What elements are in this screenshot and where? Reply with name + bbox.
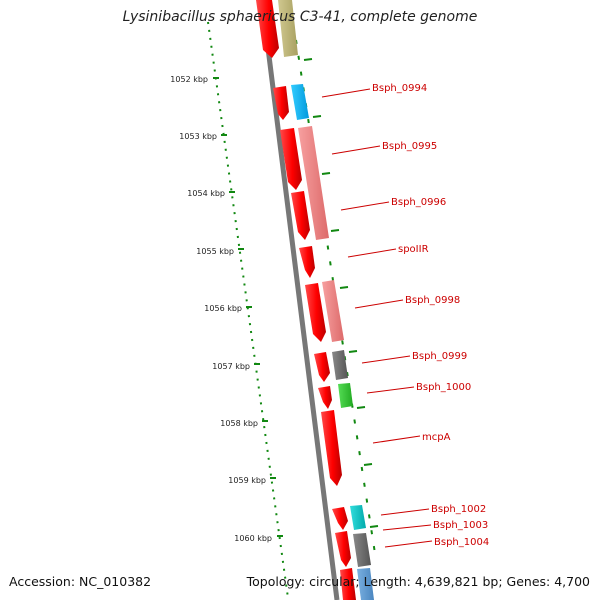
gene-label[interactable]: Bsph_0998 [405,295,460,306]
gene-arrow[interactable] [335,531,351,567]
genome-summary: Topology: circular; Length: 4,639,821 bp… [246,574,590,589]
gene-arrow[interactable] [321,410,342,486]
gene-arrow[interactable] [273,86,289,120]
gene-arrow[interactable] [291,191,310,240]
gene-arrow-partial[interactable] [256,0,279,58]
gene-labels: Bsph_0994 Bsph_0995 Bsph_0996 spoIIR Bsp… [372,83,489,548]
gene-label[interactable]: spoIIR [398,244,429,255]
gene-arrow[interactable] [299,246,315,278]
kbp-label: 1059 kbp [228,476,266,485]
kbp-label: 1058 kbp [220,419,258,428]
feature-block [353,533,371,567]
kbp-label: 1052 kbp [170,75,208,84]
gene-arrow-partial[interactable] [340,568,356,600]
gene-label[interactable]: Bsph_1003 [433,520,488,531]
feature-block [291,84,309,120]
gene-label[interactable]: Bsph_1004 [434,537,489,548]
kbp-label: 1055 kbp [196,247,234,256]
kbp-label: 1054 kbp [187,189,225,198]
feature-block-partial [357,568,374,600]
gene-label[interactable]: Bsph_0994 [372,83,427,94]
gene-arrow[interactable] [305,283,326,342]
feature-block-partial [278,0,298,57]
feature-block [338,383,353,408]
kbp-label: 1056 kbp [204,304,242,313]
kbp-label: 1060 kbp [234,534,272,543]
gene-label[interactable]: Bsph_0995 [382,141,437,152]
outer-ticks [303,58,379,528]
gene-label[interactable]: Bsph_1002 [431,504,486,515]
gene-arrow[interactable] [314,352,330,382]
label-leaders [321,88,433,548]
gene-arrow[interactable] [318,386,332,409]
gene-arrow[interactable] [332,507,348,530]
feature-block [332,350,348,380]
accession-text: Accession: NC_010382 [9,574,152,589]
feature-block [350,505,366,530]
feature-block [298,126,329,240]
page-title: Lysinibacillus sphaericus C3-41, complet… [122,9,478,25]
gene-label[interactable]: mcpA [422,432,451,443]
genome-backbone [259,0,340,600]
ruler-dotted-line-inner [207,21,289,599]
gene-label[interactable]: Bsph_0996 [391,197,446,208]
kbp-label: 1057 kbp [212,362,250,371]
gene-label[interactable]: Bsph_1000 [416,382,471,393]
gene-arrow[interactable] [280,128,302,190]
feature-block [322,280,344,342]
kbp-label: 1053 kbp [179,132,217,141]
kbp-ruler: 1052 kbp 1053 kbp 1054 kbp 1055 kbp 1056… [170,75,283,543]
gene-label[interactable]: Bsph_0999 [412,351,467,362]
